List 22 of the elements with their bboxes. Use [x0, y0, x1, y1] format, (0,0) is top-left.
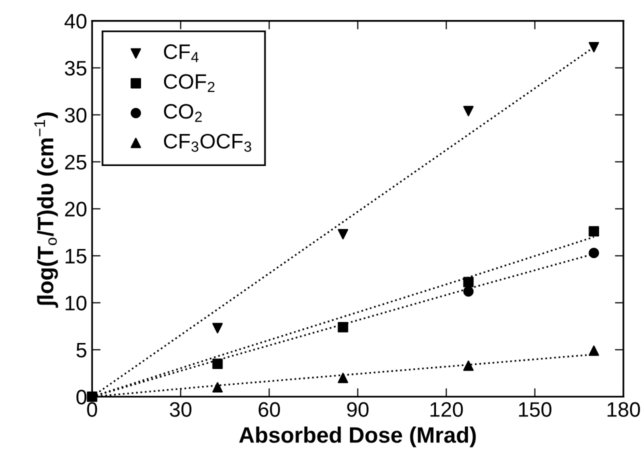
x-tick-label: 0 — [87, 402, 98, 417]
legend-label: CF$_{3}$OCF$_{3}$ — [164, 134, 252, 152]
y-tick-label: 0 — [76, 390, 86, 404]
y-tick-label: 20 — [65, 202, 86, 217]
y-tick-label: 5 — [76, 342, 86, 358]
y-tick-label: 35 — [64, 60, 86, 76]
legend-label: COF$_{2}$ — [164, 74, 214, 92]
x-tick-label: 90 — [347, 402, 369, 417]
x-axis-title: Absorbed Dose (Mrad) — [239, 426, 476, 448]
legend-label: CO$_{2}$ — [164, 104, 202, 122]
y-tick-label: 40 — [64, 14, 86, 29]
x-tick-label: 60 — [258, 402, 280, 417]
x-tick-label: 180 — [608, 402, 640, 417]
y-tick-label: 30 — [64, 108, 86, 123]
y-tick-label: 25 — [65, 154, 86, 170]
y-axis-title: ∫log(T$_{o}$/T)dυ (cm$^{−1}$) — [34, 112, 58, 308]
legend-label: CF$_{4}$ — [164, 44, 199, 62]
y-tick-label: 15 — [66, 248, 86, 264]
x-tick-label: 30 — [170, 402, 192, 417]
x-tick-label: 120 — [430, 402, 463, 417]
x-tick-label: 150 — [519, 402, 552, 417]
y-tick-label: 10 — [66, 296, 86, 311]
